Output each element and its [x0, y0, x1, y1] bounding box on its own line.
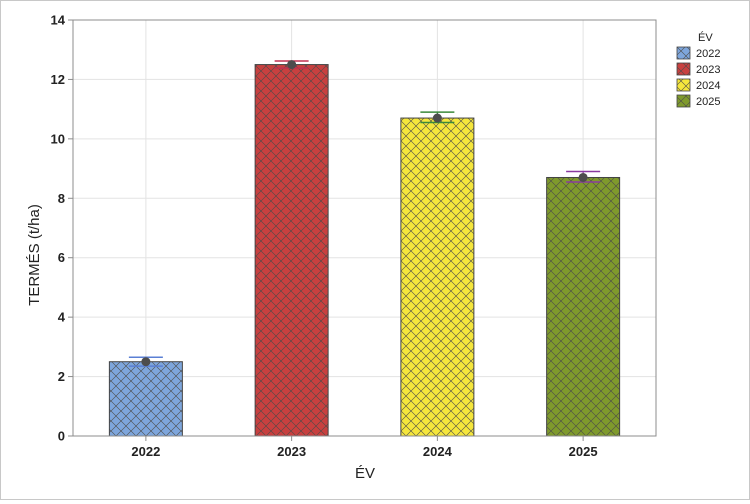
y-tick-label: 4: [58, 310, 66, 325]
legend-label-2023: 2023: [696, 64, 720, 76]
y-tick-label: 8: [58, 191, 65, 206]
error-bars: [128, 60, 601, 367]
legend: ÉV 2022 2023 2024 2025: [676, 31, 720, 108]
mean-point-2023: [287, 60, 297, 70]
y-tick-label: 10: [51, 131, 65, 146]
bar-2025: [546, 176, 621, 437]
x-tick-label: 2025: [569, 444, 598, 459]
y-tick-label: 6: [58, 250, 65, 265]
y-tick-label: 14: [51, 13, 66, 28]
plot-area-border: [72, 19, 657, 437]
legend-label-2024: 2024: [696, 80, 720, 92]
x-tick-label: 2024: [423, 444, 453, 459]
x-tick-labels: 2022 2023 2024 2025: [131, 436, 598, 459]
mean-point-2025: [578, 172, 588, 182]
x-tick-label: 2023: [277, 444, 306, 459]
mean-point-2024: [432, 113, 442, 123]
legend-label-2022: 2022: [696, 48, 720, 60]
legend-swatch-2022: [676, 46, 691, 60]
legend-swatch-2023: [676, 62, 691, 76]
y-tick-label: 12: [51, 72, 65, 87]
bar-2023: [254, 64, 329, 437]
legend-label-2025: 2025: [696, 96, 720, 108]
axes: [72, 19, 657, 437]
x-axis-title: ÉV: [355, 465, 375, 482]
x-tick-label: 2022: [131, 444, 160, 459]
bar-2024: [400, 117, 475, 437]
mean-point-2022: [141, 357, 151, 367]
legend-swatch-2024: [676, 78, 691, 92]
y-axis-title: TERMÉS (t/ha): [26, 204, 43, 306]
bar-2022: [108, 361, 183, 437]
bars: [108, 64, 621, 437]
legend-swatch-2025: [676, 94, 691, 108]
y-tick-labels: 0 2 4 6 8 10 12 14: [51, 13, 73, 444]
y-tick-label: 2: [58, 369, 65, 384]
legend-title: ÉV: [698, 31, 713, 44]
y-tick-label: 0: [58, 429, 65, 444]
